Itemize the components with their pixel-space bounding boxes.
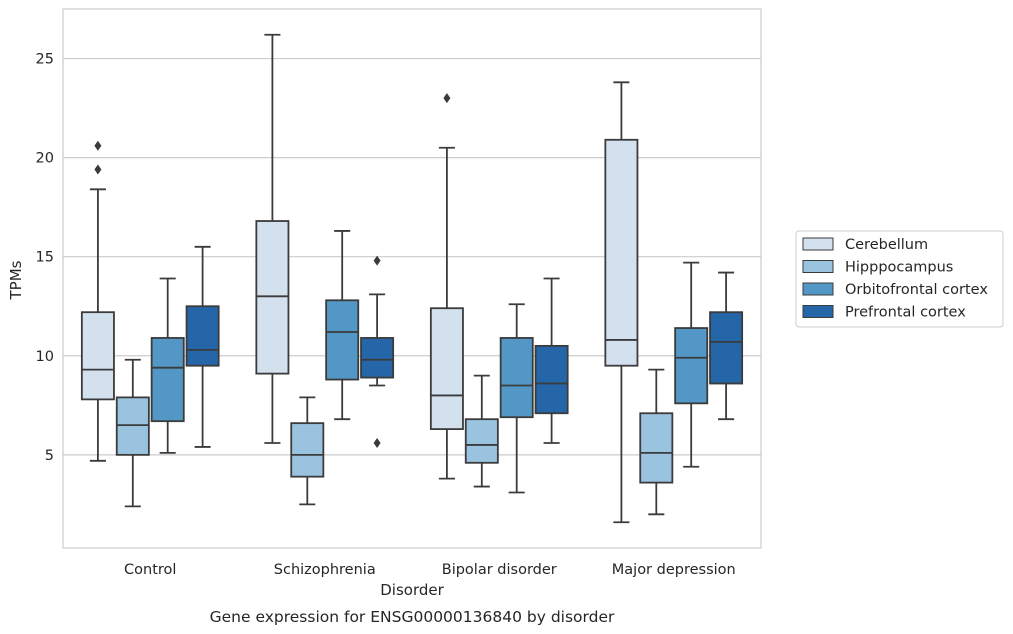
legend-swatch: [802, 305, 834, 318]
box-iqr: [325, 299, 360, 381]
legend-swatch: [802, 282, 834, 296]
x-tick-label: Bipolar disorder: [442, 562, 557, 578]
x-tick-label: Control: [124, 562, 176, 578]
box: [290, 396, 325, 506]
legend-label: Prefrontal cortex: [845, 305, 966, 321]
legend-label: Orbitofrontal cortex: [845, 282, 988, 298]
box: [464, 374, 499, 488]
box-iqr: [499, 337, 534, 419]
outlier-point: [443, 93, 451, 104]
box-iqr: [150, 337, 185, 423]
box-iqr: [429, 307, 464, 431]
box: [429, 93, 464, 480]
box: [604, 81, 639, 524]
legend-label: Cerebellum: [845, 237, 928, 253]
box-iqr: [674, 327, 709, 405]
chart-caption: Gene expression for ENSG00000136840 by d…: [210, 608, 615, 626]
y-tick-labels: 5 10 15 20 25: [36, 52, 54, 464]
box-iqr: [534, 344, 569, 415]
box: [360, 255, 395, 448]
box: [499, 303, 534, 494]
box-iqr: [290, 422, 325, 478]
legend-swatch: [802, 237, 834, 251]
legend-label: Hipppocampus: [845, 260, 953, 276]
legend-frame: [795, 230, 1004, 328]
box-iqr: [464, 418, 499, 464]
x-tick-label: Major depression: [612, 562, 736, 578]
y-axis-label: TPMs: [7, 260, 25, 300]
y-tick-label: 5: [45, 448, 54, 464]
y-tick-label: 15: [36, 250, 54, 266]
box: [255, 33, 290, 444]
y-tick-label: 20: [36, 151, 54, 167]
box-iqr: [604, 138, 639, 367]
box: [674, 261, 709, 468]
y-tick-label: 10: [36, 349, 54, 365]
box-iqr: [360, 337, 395, 379]
x-tick-labels: Control Schizophrenia Bipolar disorder Majo…: [124, 562, 736, 578]
box: [325, 230, 360, 421]
box-iqr: [185, 305, 220, 367]
box-iqr: [255, 220, 290, 375]
legend-swatch: [802, 260, 834, 273]
box: [639, 368, 674, 516]
box-iqr: [639, 412, 674, 484]
box-iqr: [115, 396, 150, 456]
outlier-point: [94, 140, 102, 151]
box: [534, 277, 569, 444]
box-plot-area: [80, 33, 744, 524]
box: [709, 271, 744, 421]
plot-frame: [62, 8, 762, 549]
box: [185, 245, 220, 448]
box-iqr: [709, 311, 744, 385]
outlier-point: [373, 437, 381, 448]
y-tick-label: 25: [36, 52, 54, 68]
outlier-point: [373, 255, 381, 266]
outlier-point: [94, 164, 102, 175]
box: [115, 358, 150, 508]
x-axis-label: Disorder: [380, 581, 444, 599]
box-iqr: [80, 311, 115, 401]
legend: Cerebellum Hipppocampus Orbitofrontal cort…: [795, 230, 1004, 328]
x-tick-label: Schizophrenia: [274, 562, 376, 578]
box: [150, 277, 185, 454]
box: [80, 140, 115, 462]
